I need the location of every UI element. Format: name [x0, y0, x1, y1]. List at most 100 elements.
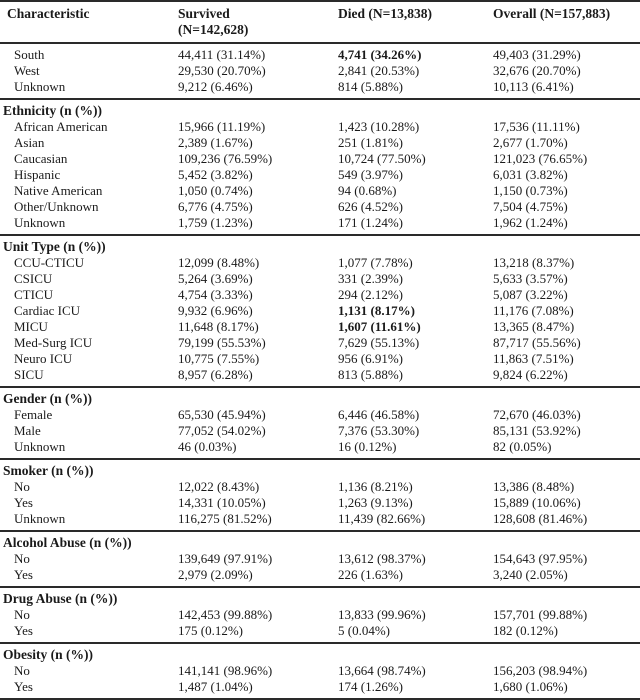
table-row: Neuro ICU 10,775 (7.55%) 956 (6.91%) 11,863…	[0, 351, 640, 367]
row-label: CTICU	[14, 287, 53, 302]
cell-overall: 3,240 (2.05%)	[493, 567, 568, 582]
table-row: Female 65,530 (45.94%) 6,446 (46.58%) 72,67…	[0, 407, 640, 423]
row-label: Native American	[14, 183, 103, 198]
cell-overall: 1,680 (1.06%)	[493, 679, 568, 694]
cell-survived: 6,776 (4.75%)	[178, 199, 253, 214]
table-row: No 141,141 (98.96%) 13,664 (98.74%) 156,203…	[0, 663, 640, 679]
column-header-sublabel: (N=142,628)	[178, 22, 249, 37]
cell-survived: 141,141 (98.96%)	[178, 663, 273, 678]
row-label: Unknown	[14, 439, 66, 454]
cell-overall: 2,677 (1.70%)	[493, 135, 568, 150]
table-row: MICU 11,648 (8.17%) 1,607 (11.61%) 13,365 (…	[0, 319, 640, 335]
row-label: No	[14, 551, 30, 566]
cell-overall: 82 (0.05%)	[493, 439, 552, 454]
cell-survived: 10,775 (7.55%)	[178, 351, 260, 366]
cell-died: 331 (2.39%)	[338, 271, 403, 286]
table-row: Asian 2,389 (1.67%) 251 (1.81%) 2,677 (1.70…	[0, 135, 640, 151]
cell-survived: 2,389 (1.67%)	[178, 135, 253, 150]
column-header-label: Overall (N=157,883)	[493, 6, 611, 21]
cell-died: 7,629 (55.13%)	[338, 335, 420, 350]
cell-survived: 15,966 (11.19%)	[178, 119, 266, 134]
cell-survived: 46 (0.03%)	[178, 439, 237, 454]
cell-overall: 85,131 (53.92%)	[493, 423, 581, 438]
table-row: African American 15,966 (11.19%) 1,423 (10…	[0, 119, 640, 135]
section-header: Alcohol Abuse (n (%))	[3, 535, 132, 550]
table-row: SICU 8,957 (6.28%) 813 (5.88%) 9,824 (6.22%…	[0, 367, 640, 387]
column-header-label: Died (N=13,838)	[338, 6, 432, 21]
table-row: Unknown 9,212 (6.46%) 814 (5.88%) 10,113 (6…	[0, 79, 640, 99]
table-section: Gender (n (%)) Female 65,530 (45.94%) 6,446…	[0, 387, 640, 459]
row-label: Unknown	[14, 511, 66, 526]
column-header-died: Died (N=13,838)	[338, 1, 493, 44]
column-header-survived: Survived (N=142,628)	[178, 1, 338, 44]
cell-survived: 12,099 (8.48%)	[178, 255, 260, 270]
table-row: Male 77,052 (54.02%) 7,376 (53.30%) 85,131 …	[0, 423, 640, 439]
cell-died: 11,439 (82.66%)	[338, 511, 426, 526]
table-section: Ethnicity (n (%)) African American 15,966 …	[0, 99, 640, 235]
row-label: Asian	[14, 135, 45, 150]
cell-overall: 72,670 (46.03%)	[493, 407, 581, 422]
cell-overall: 13,218 (8.37%)	[493, 255, 575, 270]
table-header: Characteristic Survived (N=142,628) Died…	[0, 1, 640, 44]
cell-overall: 157,701 (99.88%)	[493, 607, 588, 622]
table-section: Drug Abuse (n (%)) No 142,453 (99.88%) 13,8…	[0, 587, 640, 643]
section-header: Gender (n (%))	[3, 391, 92, 406]
cell-died: 251 (1.81%)	[338, 135, 403, 150]
cell-died: 549 (3.97%)	[338, 167, 403, 182]
section-header: Ethnicity (n (%))	[3, 103, 102, 118]
cell-died: 1,263 (9.13%)	[338, 495, 413, 510]
cell-overall: 5,087 (3.22%)	[493, 287, 568, 302]
cell-overall: 1,150 (0.73%)	[493, 183, 568, 198]
row-label: Yes	[14, 623, 33, 638]
cell-survived: 11,648 (8.17%)	[178, 319, 259, 334]
row-label: Neuro ICU	[14, 351, 73, 366]
row-label: Female	[14, 407, 53, 422]
cell-overall: 13,386 (8.48%)	[493, 479, 575, 494]
section-header: Unit Type (n (%))	[3, 239, 106, 254]
cell-survived: 1,050 (0.74%)	[178, 183, 253, 198]
table-row: CCU-CTICU 12,099 (8.48%) 1,077 (7.78%) 13,2…	[0, 255, 640, 271]
cell-died: 1,077 (7.78%)	[338, 255, 413, 270]
cell-overall: 121,023 (76.65%)	[493, 151, 588, 166]
row-label: West	[14, 63, 40, 78]
section-header-row: Ethnicity (n (%))	[0, 99, 640, 119]
section-header: Obesity (n (%))	[3, 647, 93, 662]
row-label: Cardiac ICU	[14, 303, 81, 318]
table-row: Other/Unknown 6,776 (4.75%) 626 (4.52%) 7,5…	[0, 199, 640, 215]
table-row: Cardiac ICU 9,932 (6.96%) 1,131 (8.17%) 11,…	[0, 303, 640, 319]
cell-overall: 11,863 (7.51%)	[493, 351, 574, 366]
cell-survived: 79,199 (55.53%)	[178, 335, 266, 350]
cell-overall: 87,717 (55.56%)	[493, 335, 581, 350]
cell-survived: 175 (0.12%)	[178, 623, 243, 638]
section-header-row: Obesity (n (%))	[0, 643, 640, 663]
column-header-characteristic: Characteristic	[0, 1, 178, 44]
cell-overall: 5,633 (3.57%)	[493, 271, 568, 286]
row-label: Caucasian	[14, 151, 68, 166]
table-row: No 142,453 (99.88%) 13,833 (99.96%) 157,701…	[0, 607, 640, 623]
row-label: Unknown	[14, 215, 66, 230]
cell-died: 10,724 (77.50%)	[338, 151, 426, 166]
column-header-label: Survived	[178, 6, 230, 21]
cell-survived: 5,264 (3.69%)	[178, 271, 253, 286]
section-header-row: Gender (n (%))	[0, 387, 640, 407]
cell-died: 94 (0.68%)	[338, 183, 397, 198]
table-row: Hispanic 5,452 (3.82%) 549 (3.97%) 6,031 (3…	[0, 167, 640, 183]
section-header-row: Unit Type (n (%))	[0, 235, 640, 255]
cell-survived: 142,453 (99.88%)	[178, 607, 273, 622]
row-label: No	[14, 607, 30, 622]
cell-survived: 65,530 (45.94%)	[178, 407, 266, 422]
table-row: South 44,411 (31.14%) 4,741 (34.26%) 49,403…	[0, 43, 640, 63]
cell-overall: 13,365 (8.47%)	[493, 319, 575, 334]
cell-died: 226 (1.63%)	[338, 567, 403, 582]
cell-survived: 5,452 (3.82%)	[178, 167, 253, 182]
table-row: Yes 14,331 (10.05%) 1,263 (9.13%) 15,889 (1…	[0, 495, 640, 511]
row-label: Hispanic	[14, 167, 61, 182]
cell-overall: 10,113 (6.41%)	[493, 79, 574, 94]
cell-died: 813 (5.88%)	[338, 367, 403, 382]
cell-died: 4,741 (34.26%)	[338, 47, 422, 62]
section-header: Smoker (n (%))	[3, 463, 94, 478]
cell-overall: 17,536 (11.11%)	[493, 119, 580, 134]
section-header: Drug Abuse (n (%))	[3, 591, 118, 606]
row-label: Med-Surg ICU	[14, 335, 93, 350]
